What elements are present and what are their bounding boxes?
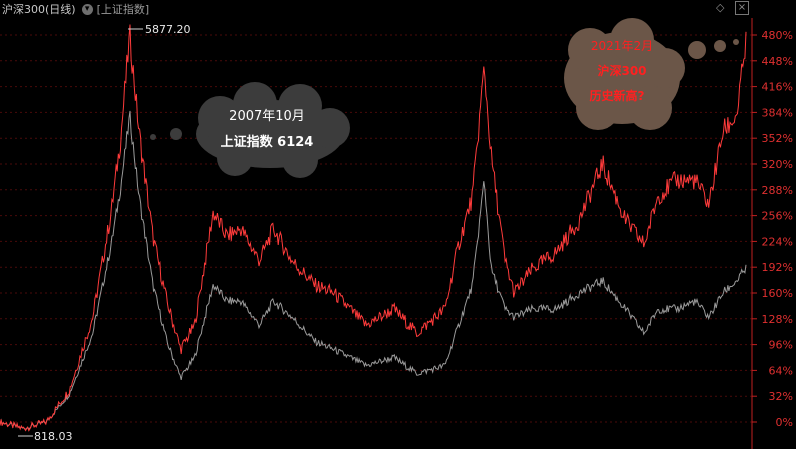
y-tick-label: 320% (762, 158, 793, 171)
bubble-2007-date: 2007年10月 (229, 109, 305, 124)
y-tick-label: 32% (769, 390, 793, 403)
close-icon[interactable]: × (735, 1, 749, 15)
reference-index-label[interactable]: [上证指数] (96, 3, 150, 16)
max-value-marker: 5877.20 (128, 23, 191, 36)
y-tick-label: 224% (762, 235, 793, 248)
bubble-2021-date: 2021年2月 (591, 39, 653, 53)
y-tick-label: 480% (762, 29, 793, 42)
y-tick-label: 0% (776, 416, 793, 429)
max-value-label: 5877.20 (145, 23, 191, 36)
y-tick-label: 128% (762, 313, 793, 326)
y-tick-label: 160% (762, 287, 793, 300)
min-value-label: 818.03 (34, 430, 73, 443)
thought-bubble-2007: 2007年10月 上证指数 6124 (150, 82, 350, 178)
series-line-hs300 (0, 24, 747, 432)
y-tick-label: 256% (762, 210, 793, 223)
bubble-2007-text: 上证指数 6124 (221, 134, 314, 150)
bubble-2021-question: 历史新高? (590, 88, 645, 103)
chevron-down-icon[interactable]: ▾ (81, 3, 93, 15)
chart-header: 沪深300(日线) ▾ [上证指数] (0, 0, 796, 18)
y-tick-label: 352% (762, 132, 793, 145)
y-axis: 480% 448% 416% 384% 352% 320% 288% 256% 224% 192%… (752, 29, 793, 429)
diamond-icon[interactable]: ◇ (716, 1, 725, 14)
y-tick-label: 384% (762, 106, 793, 119)
y-tick-label: 96% (769, 339, 793, 352)
min-value-marker: 818.03 (18, 430, 73, 443)
series-line-shanghai (0, 110, 747, 431)
y-tick-label: 192% (762, 261, 793, 274)
thought-bubble-2021: 2021年2月 沪深300 历史新高? (564, 18, 739, 130)
chart-title: 沪深300(日线) (2, 3, 76, 16)
y-tick-label: 64% (769, 364, 793, 377)
y-tick-label: 448% (762, 55, 793, 68)
bubble-2021-index: 沪深300 (597, 63, 646, 78)
y-tick-label: 416% (762, 81, 793, 94)
y-tick-label: 288% (762, 184, 793, 197)
